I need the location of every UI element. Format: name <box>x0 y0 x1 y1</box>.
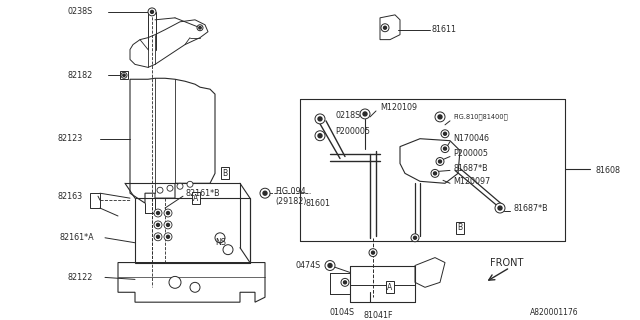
Text: 0474S: 0474S <box>295 261 320 270</box>
Text: M120097: M120097 <box>453 177 490 186</box>
Text: 81601: 81601 <box>305 199 330 208</box>
Circle shape <box>369 249 377 257</box>
Circle shape <box>328 264 332 268</box>
Circle shape <box>433 172 436 175</box>
Circle shape <box>223 245 233 255</box>
Circle shape <box>164 233 172 241</box>
Text: 81687*B: 81687*B <box>453 164 488 173</box>
Text: (29182): (29182) <box>275 196 307 206</box>
Circle shape <box>157 212 159 214</box>
Circle shape <box>435 112 445 122</box>
Text: 0238S: 0238S <box>68 7 93 16</box>
Text: 81041F: 81041F <box>364 310 393 320</box>
Circle shape <box>150 11 154 13</box>
Circle shape <box>363 112 367 116</box>
Text: A: A <box>193 194 198 203</box>
Text: A820001176: A820001176 <box>530 308 579 316</box>
Circle shape <box>381 24 389 32</box>
Circle shape <box>438 115 442 119</box>
Circle shape <box>166 212 170 214</box>
Text: N170046: N170046 <box>453 134 489 143</box>
Circle shape <box>169 276 181 288</box>
Text: 82182: 82182 <box>68 71 93 80</box>
Circle shape <box>157 187 163 193</box>
Circle shape <box>215 233 225 243</box>
Circle shape <box>438 160 442 163</box>
Text: 81611: 81611 <box>432 25 457 34</box>
Circle shape <box>436 157 444 165</box>
Circle shape <box>154 209 162 217</box>
Circle shape <box>411 234 419 242</box>
Circle shape <box>444 132 447 135</box>
Circle shape <box>441 145 449 153</box>
Circle shape <box>190 282 200 292</box>
Circle shape <box>344 281 346 284</box>
Text: P200005: P200005 <box>335 127 370 136</box>
Circle shape <box>315 114 325 124</box>
Text: M120109: M120109 <box>380 102 417 111</box>
Circle shape <box>199 27 201 29</box>
Circle shape <box>318 117 322 121</box>
Text: 81608: 81608 <box>596 166 621 175</box>
Circle shape <box>315 131 325 141</box>
Circle shape <box>157 223 159 226</box>
Circle shape <box>166 223 170 226</box>
Circle shape <box>164 209 172 217</box>
Circle shape <box>260 188 270 198</box>
Circle shape <box>166 235 170 238</box>
Text: A: A <box>387 283 392 292</box>
Circle shape <box>148 8 156 16</box>
Text: NS: NS <box>215 238 226 247</box>
Text: B: B <box>223 169 228 178</box>
Circle shape <box>121 72 127 78</box>
Circle shape <box>167 185 173 191</box>
Text: 82163: 82163 <box>58 192 83 201</box>
Circle shape <box>154 221 162 229</box>
Circle shape <box>157 235 159 238</box>
Circle shape <box>371 251 374 254</box>
Circle shape <box>123 74 125 76</box>
Circle shape <box>360 109 370 119</box>
Circle shape <box>325 260 335 270</box>
Circle shape <box>383 26 387 29</box>
Circle shape <box>164 221 172 229</box>
Circle shape <box>187 181 193 187</box>
Circle shape <box>341 278 349 286</box>
Circle shape <box>263 191 267 195</box>
Text: 82123: 82123 <box>58 134 83 143</box>
Circle shape <box>498 206 502 210</box>
Text: P200005: P200005 <box>453 149 488 158</box>
Text: FIG.810〈81400〉: FIG.810〈81400〉 <box>453 114 508 120</box>
Circle shape <box>431 169 439 177</box>
Text: 0218S: 0218S <box>335 111 360 120</box>
Text: 82161*A: 82161*A <box>60 233 95 242</box>
Text: FRONT: FRONT <box>490 258 524 268</box>
Text: 0104S: 0104S <box>330 308 355 316</box>
Text: 82161*B: 82161*B <box>185 189 220 198</box>
Circle shape <box>413 236 417 239</box>
Text: FIG.094: FIG.094 <box>275 187 306 196</box>
Circle shape <box>318 134 322 138</box>
Text: 81687*B: 81687*B <box>513 204 548 212</box>
Circle shape <box>197 25 203 31</box>
Circle shape <box>154 233 162 241</box>
Circle shape <box>177 183 183 189</box>
Circle shape <box>441 130 449 138</box>
Circle shape <box>495 203 505 213</box>
Text: B: B <box>458 223 463 232</box>
Text: 82122: 82122 <box>68 273 93 282</box>
Circle shape <box>444 147 447 150</box>
